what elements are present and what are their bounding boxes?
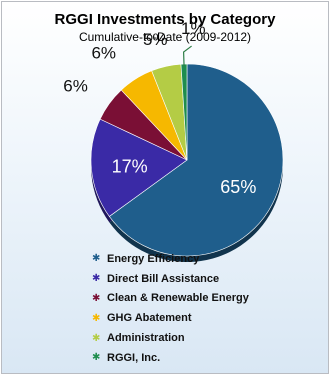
- legend-label: Energy Efficiency: [107, 252, 200, 265]
- data-label-energy-efficiency: 65%: [220, 177, 256, 197]
- legend-label: Clean & Renewable Energy: [107, 292, 249, 305]
- legend-label: GHG Abatement: [107, 312, 192, 325]
- legend-label: Direct Bill Assistance: [107, 272, 220, 285]
- legend-marker-icon: ✱: [92, 332, 101, 344]
- legend-item-administration: ✱ Administration: [92, 328, 249, 348]
- legend-item-direct-bill-assistance: ✱ Direct Bill Assistance: [92, 269, 249, 289]
- data-label-direct-bill-assistance: 17%: [112, 156, 148, 176]
- legend-item-rggi-inc: ✱ RGGI, Inc.: [92, 348, 249, 368]
- leader-line-rggi-inc: [182, 45, 192, 67]
- legend-label: RGGI, Inc.: [107, 351, 161, 364]
- legend-label: Administration: [107, 332, 185, 345]
- pie-slice-energy-efficiency: [108, 63, 284, 257]
- legend-marker-icon: ✱: [92, 312, 101, 324]
- data-label-ghg-abatement: 6%: [91, 43, 116, 62]
- legend-item-ghg-abatement: ✱ GHG Abatement: [92, 308, 249, 328]
- pie-slice-direct-bill-assistance: [90, 118, 188, 217]
- chart-legend: ✱ Energy Efficiency ✱ Direct Bill Assistanc…: [92, 249, 249, 368]
- chart-title: RGGI Investments by Category: [54, 11, 276, 28]
- legend-marker-icon: ✱: [92, 292, 101, 304]
- data-label-administration: 5%: [143, 30, 168, 49]
- legend-marker-icon: ✱: [92, 273, 101, 285]
- data-label-rggi-inc: 1%: [181, 19, 206, 38]
- data-label-clean-renewable-energy: 6%: [63, 77, 88, 96]
- legend-item-clean-renewable-energy: ✱ Clean & Renewable Energy: [92, 289, 249, 309]
- legend-item-energy-efficiency: ✱ Energy Efficiency: [92, 249, 249, 269]
- chart-subtitle: Cumulative-to-Date (2009-2012): [78, 30, 252, 44]
- pie-chart: 65% 17% 6%6% 5% 1%: [63, 19, 284, 262]
- legend-marker-icon: ✱: [92, 352, 101, 364]
- legend-marker-icon: ✱: [92, 253, 101, 265]
